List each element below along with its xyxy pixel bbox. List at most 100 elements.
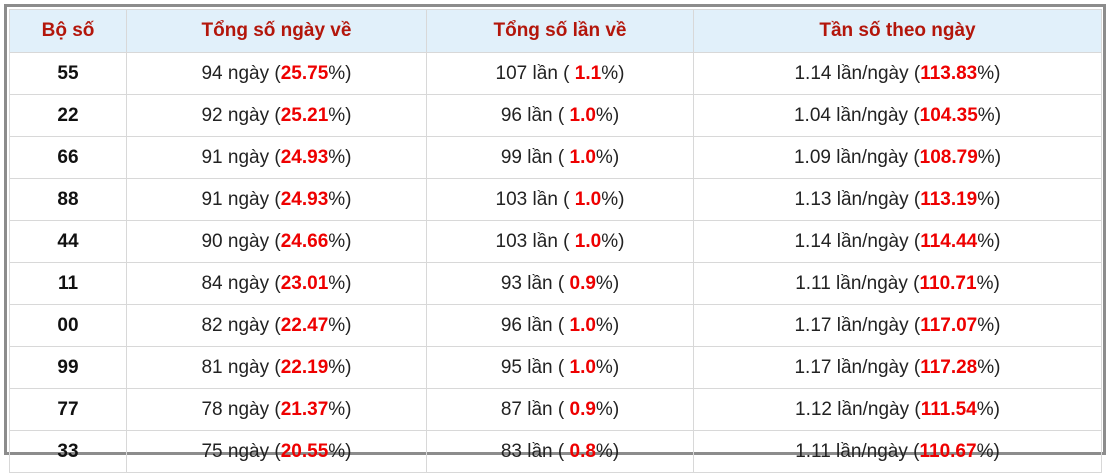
stat-cell: 93 lần ( 0.9%): [426, 262, 694, 305]
cell-text: 93 lần (: [500, 272, 570, 294]
percent-value: 0.8: [569, 440, 596, 462]
header-cell: Bộ số: [9, 9, 127, 53]
percent-value: 24.93: [280, 188, 329, 210]
cell-text: %): [976, 398, 1000, 420]
header-row: Bộ số Tổng số ngày về Tổng số lần về Tần số…: [9, 9, 1102, 53]
cell-text: 1.14 lần/ngày (: [794, 62, 921, 84]
table-row: 77 78 ngày (21.37%) 87 lần ( 0.9%) 1.12 lần…: [9, 388, 1102, 431]
percent-value: 25.75: [280, 62, 329, 84]
cell-text: %): [977, 230, 1001, 252]
stat-cell: 1.12 lần/ngày (111.54%): [693, 388, 1102, 431]
cell-text: %): [601, 230, 625, 252]
stat-cell: 1.11 lần/ngày (110.67%): [693, 430, 1102, 473]
stat-cell: 91 ngày (24.93%): [126, 178, 427, 221]
stat-cell: 90 ngày (24.66%): [126, 220, 427, 263]
cell-text: 103 lần (: [495, 188, 575, 210]
cell-text: 95 lần (: [500, 356, 570, 378]
percent-value: 1.1: [574, 62, 602, 84]
cell-text: %): [328, 314, 352, 336]
percent-value: 24.66: [280, 230, 329, 252]
cell-text: %): [328, 272, 352, 294]
cell-text: %): [328, 230, 352, 252]
stat-cell: 87 lần ( 0.9%): [426, 388, 694, 431]
percent-value: 21.37: [280, 398, 329, 420]
stat-cell: 96 lần ( 1.0%): [426, 94, 694, 137]
key-cell: 55: [9, 52, 127, 95]
cell-text: 90 ngày (: [201, 230, 281, 252]
cell-text: 1.13 lần/ngày (: [794, 188, 921, 210]
key-cell: 66: [9, 136, 127, 179]
stat-cell: 95 lần ( 1.0%): [426, 346, 694, 389]
cell-text: 103 lần (: [495, 230, 575, 252]
stat-cell: 96 lần ( 1.0%): [426, 304, 694, 347]
stat-cell: 1.13 lần/ngày (113.19%): [693, 178, 1102, 221]
percent-value: 1.0: [574, 188, 602, 210]
percent-value: 104.35: [919, 104, 978, 126]
cell-text: 83 lần (: [500, 440, 570, 462]
cell-text: 87 lần (: [500, 398, 570, 420]
cell-text: %): [595, 398, 620, 420]
percent-value: 1.0: [569, 356, 596, 378]
cell-text: 1.09 lần/ngày (: [793, 146, 920, 168]
percent-value: 0.9: [569, 398, 596, 420]
percent-value: 0.9: [569, 272, 596, 294]
percent-value: 110.67: [919, 440, 977, 462]
stat-cell: 91 ngày (24.93%): [126, 136, 427, 179]
cell-text: %): [601, 188, 625, 210]
header-cell: Tổng số lần về: [426, 9, 694, 53]
cell-text: %): [595, 272, 620, 294]
cell-text: %): [328, 62, 352, 84]
cell-text: %): [977, 188, 1001, 210]
table-row: 44 90 ngày (24.66%) 103 lần ( 1.0%) 1.14 lầ…: [9, 220, 1102, 263]
cell-text: 94 ngày (: [201, 62, 281, 84]
key-cell: 77: [9, 388, 127, 431]
stat-cell: 78 ngày (21.37%): [126, 388, 427, 431]
stat-cell: 94 ngày (25.75%): [126, 52, 427, 95]
percent-value: 113.83: [920, 62, 978, 84]
cell-text: %): [595, 356, 620, 378]
cell-text: 107 lần (: [495, 62, 575, 84]
cell-text: %): [977, 314, 1001, 336]
percent-value: 1.0: [569, 314, 596, 336]
percent-value: 114.44: [920, 230, 978, 252]
cell-text: %): [595, 314, 620, 336]
stat-cell: 99 lần ( 1.0%): [426, 136, 694, 179]
stat-cell: 92 ngày (25.21%): [126, 94, 427, 137]
table-row: 55 94 ngày (25.75%) 107 lần ( 1.1%) 1.14 lầ…: [9, 52, 1102, 95]
stat-cell: 1.14 lần/ngày (113.83%): [693, 52, 1102, 95]
cell-text: 1.04 lần/ngày (: [793, 104, 920, 126]
cell-text: 1.17 lần/ngày (: [794, 314, 921, 336]
percent-value: 25.21: [280, 104, 329, 126]
stat-cell: 1.14 lần/ngày (114.44%): [693, 220, 1102, 263]
cell-text: 1.14 lần/ngày (: [794, 230, 921, 252]
cell-text: 1.11 lần/ngày (: [795, 272, 920, 294]
key-cell: 11: [9, 262, 127, 305]
cell-text: %): [976, 272, 1000, 294]
stat-cell: 1.17 lần/ngày (117.07%): [693, 304, 1102, 347]
percent-value: 117.07: [920, 314, 978, 336]
percent-value: 110.71: [919, 272, 977, 294]
stat-cell: 103 lần ( 1.0%): [426, 178, 694, 221]
percent-value: 117.28: [920, 356, 978, 378]
stat-cell: 1.09 lần/ngày (108.79%): [693, 136, 1102, 179]
percent-value: 1.0: [574, 230, 602, 252]
table-row: 00 82 ngày (22.47%) 96 lần ( 1.0%) 1.17 lần…: [9, 304, 1102, 347]
key-cell: 00: [9, 304, 127, 347]
key-cell: 99: [9, 346, 127, 389]
stat-cell: 84 ngày (23.01%): [126, 262, 427, 305]
header-cell: Tổng số ngày về: [126, 9, 427, 53]
stat-cell: 107 lần ( 1.1%): [426, 52, 694, 95]
cell-text: %): [328, 356, 352, 378]
cell-text: %): [328, 398, 352, 420]
cell-text: 92 ngày (: [201, 104, 281, 126]
cell-text: %): [595, 440, 620, 462]
page: Bộ số Tổng số ngày về Tổng số lần về Tần số…: [4, 4, 1106, 473]
cell-text: 1.17 lần/ngày (: [794, 356, 921, 378]
key-cell: 88: [9, 178, 127, 221]
cell-text: 1.11 lần/ngày (: [795, 440, 920, 462]
cell-text: 81 ngày (: [201, 356, 281, 378]
cell-text: %): [328, 104, 352, 126]
percent-value: 22.47: [280, 314, 329, 336]
cell-text: %): [977, 356, 1001, 378]
stat-cell: 1.17 lần/ngày (117.28%): [693, 346, 1102, 389]
